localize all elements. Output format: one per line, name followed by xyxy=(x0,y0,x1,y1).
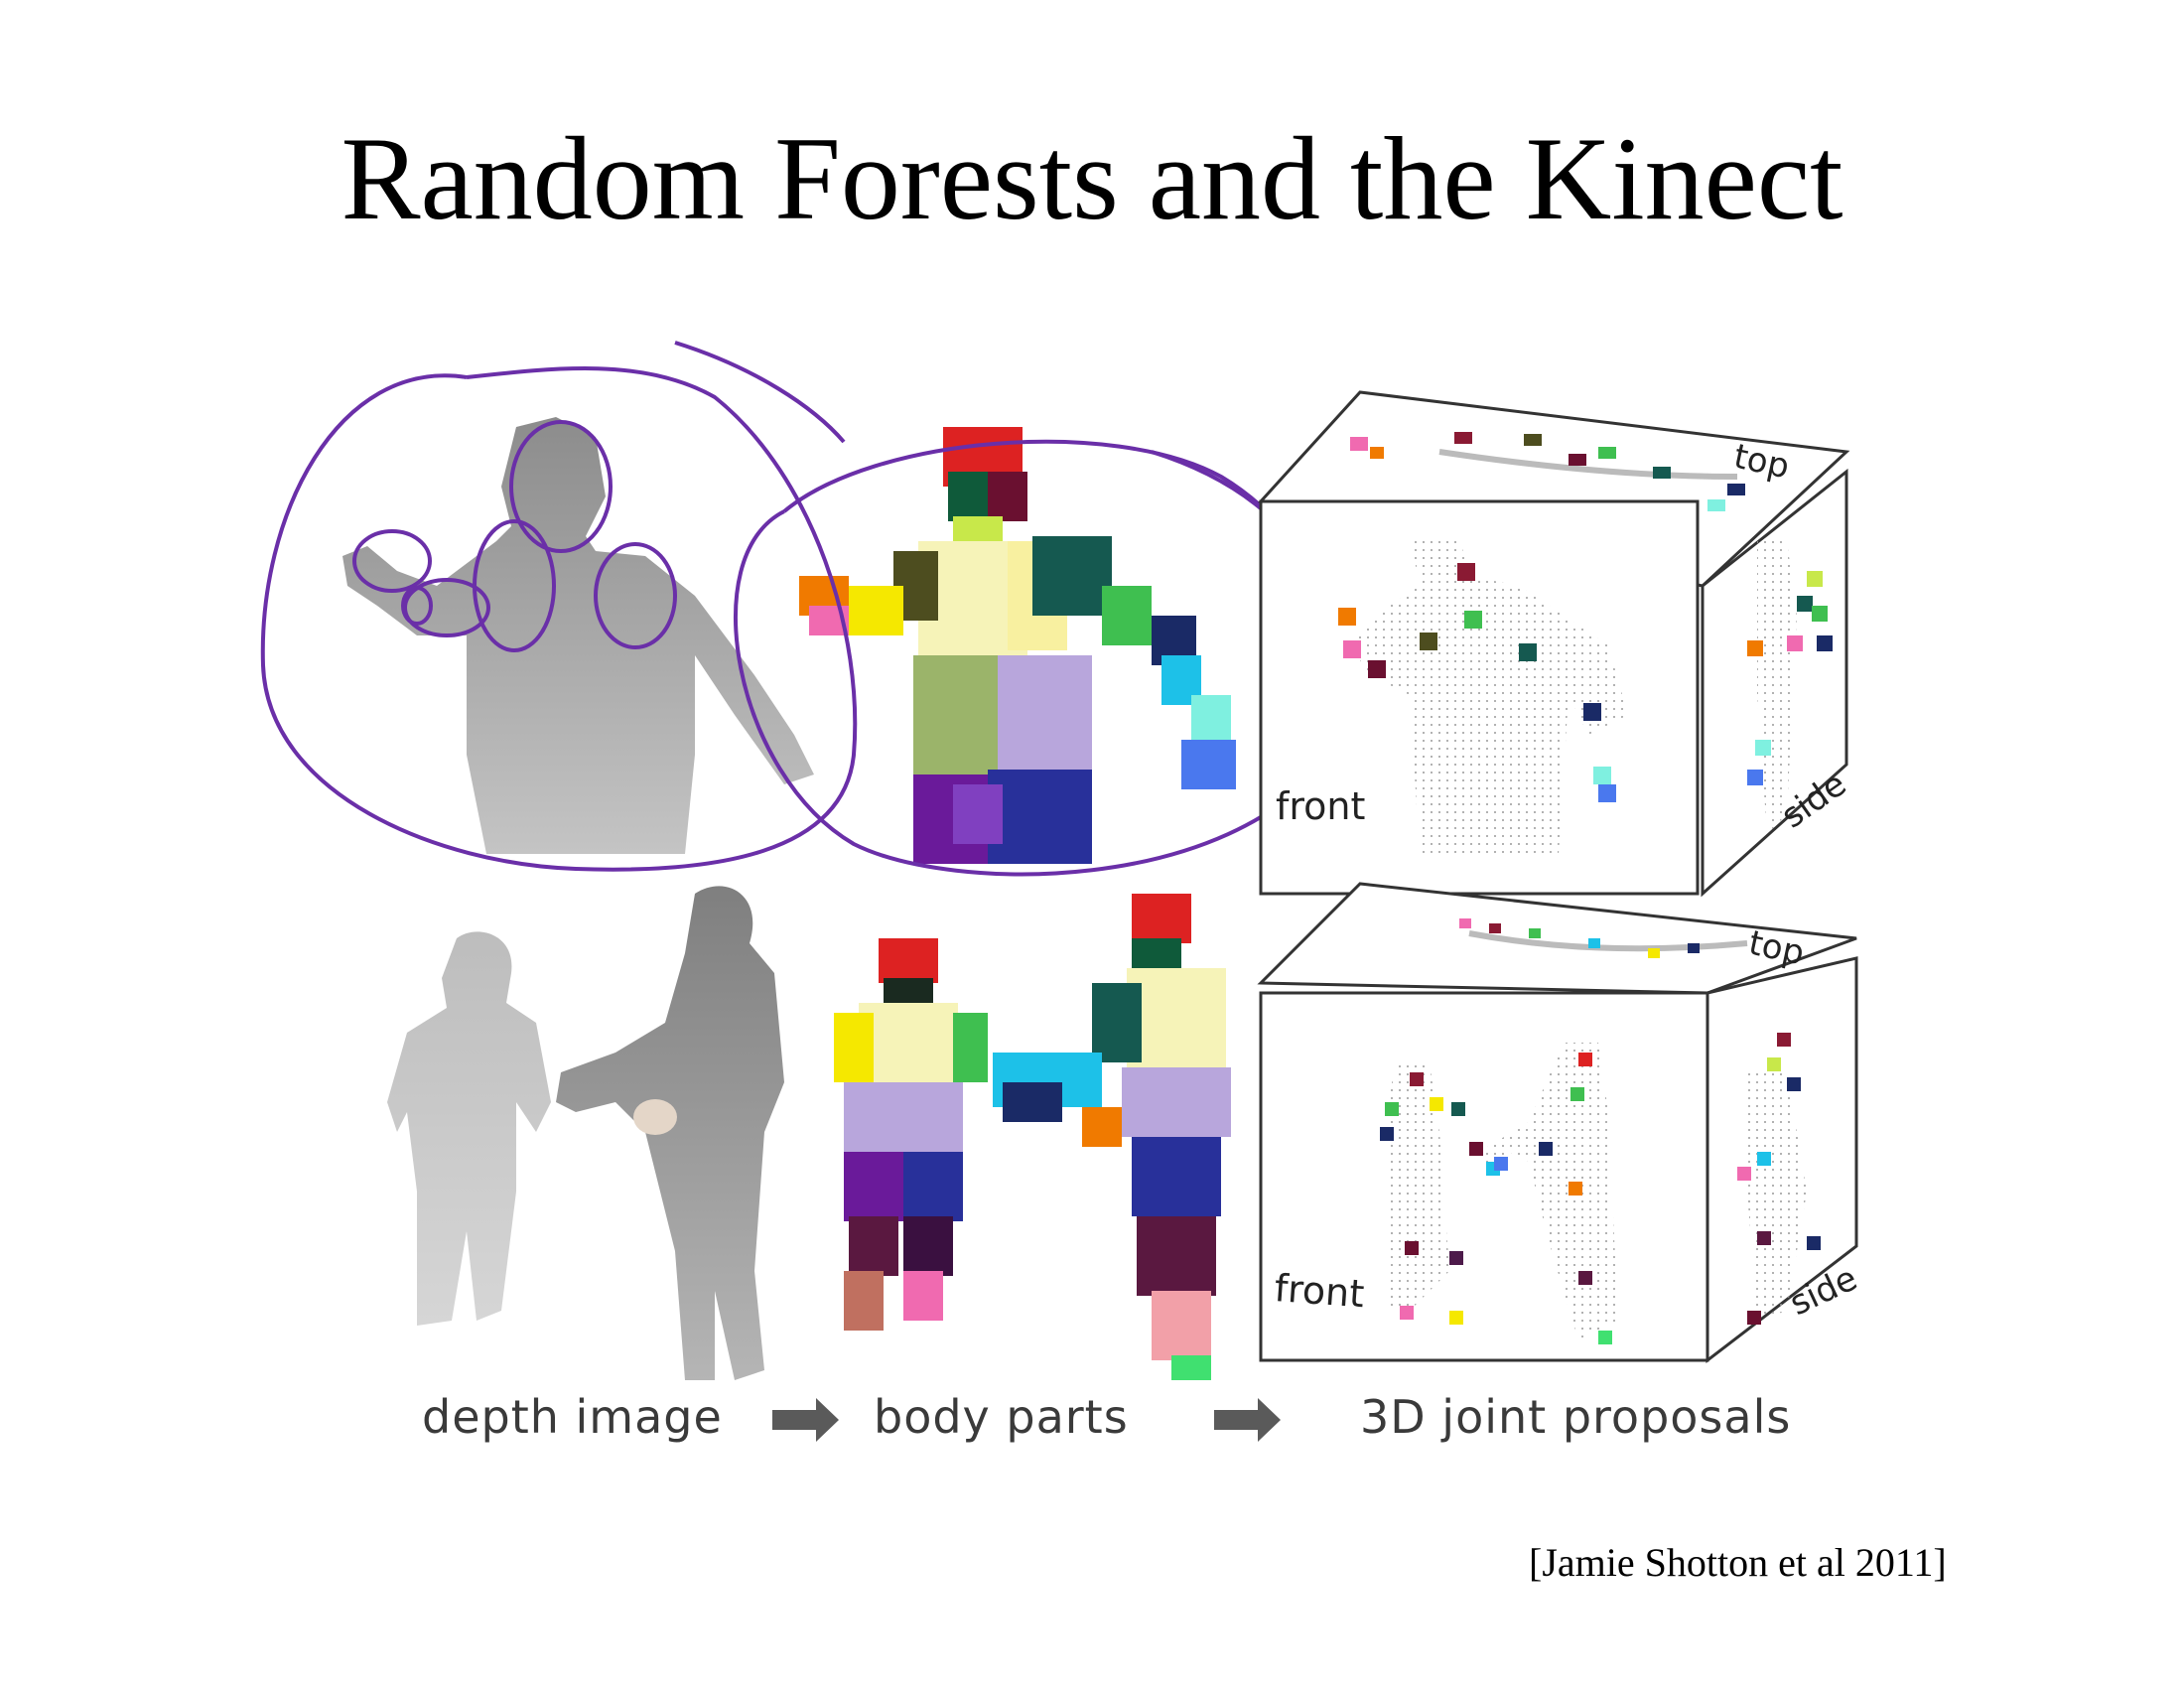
body-parts-top xyxy=(799,427,1236,864)
arrow-right-icon xyxy=(772,1398,839,1442)
front-label-top: front xyxy=(1276,784,1365,828)
caption-body-parts: body parts xyxy=(874,1390,1129,1444)
front-label-bottom: front xyxy=(1273,1266,1365,1316)
caption-depth-image: depth image xyxy=(422,1390,723,1444)
joint-proposal-box-top: front top side xyxy=(1258,390,1853,898)
body-parts-bottom xyxy=(834,894,1231,1380)
pipeline-arrows xyxy=(772,1398,1281,1442)
slide-title: Random Forests and the Kinect xyxy=(341,112,1843,244)
caption-3d-joint-proposals: 3D joint proposals xyxy=(1360,1390,1792,1444)
arrow-right-icon xyxy=(1214,1398,1281,1442)
depth-image-bottom xyxy=(387,886,784,1380)
citation: [Jamie Shotton et al 2011] xyxy=(1529,1540,1947,1585)
depth-image-top xyxy=(342,417,814,854)
joint-proposal-box-bottom: front top side xyxy=(1257,882,1863,1364)
